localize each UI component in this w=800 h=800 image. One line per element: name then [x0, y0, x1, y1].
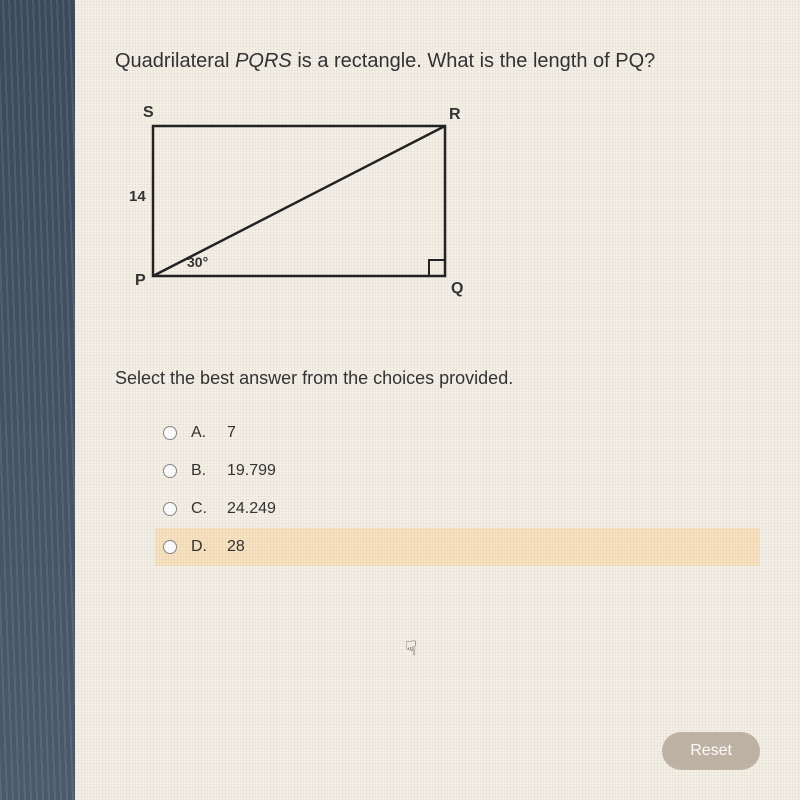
question-suffix: is a rectangle. What is the length of PQ… [297, 50, 655, 72]
reset-button[interactable]: Reset [662, 732, 760, 770]
option-a[interactable]: A. 7 [155, 414, 760, 452]
instruction-text: Select the best answer from the choices … [115, 368, 760, 389]
option-letter: B. [191, 462, 209, 480]
question-italic: PQRS [235, 50, 297, 72]
question-prefix: Quadrilateral [115, 50, 235, 72]
radio-icon[interactable] [163, 540, 177, 554]
pointer-cursor-icon: ☟ [405, 636, 417, 661]
option-value: 28 [227, 538, 245, 556]
radio-icon[interactable] [163, 426, 177, 440]
side-sp-length: 14 [129, 188, 146, 205]
option-d[interactable]: D. 28 [155, 528, 760, 566]
device-frame: Quadrilateral PQRS is a rectangle. What … [0, 0, 800, 800]
geometry-diagram: S R P Q 14 30° [125, 108, 465, 308]
option-letter: A. [191, 424, 209, 442]
option-letter: C. [191, 500, 209, 518]
screen-edge-pattern [0, 0, 75, 800]
option-b[interactable]: B. 19.799 [155, 452, 760, 490]
option-value: 7 [227, 424, 236, 442]
angle-rpq: 30° [187, 254, 208, 270]
rectangle-svg [125, 108, 465, 308]
option-value: 24.249 [227, 500, 276, 518]
option-letter: D. [191, 538, 209, 556]
vertex-s: S [143, 104, 154, 122]
radio-icon[interactable] [163, 502, 177, 516]
vertex-r: R [449, 106, 461, 124]
vertex-p: P [135, 272, 146, 290]
option-c[interactable]: C. 24.249 [155, 490, 760, 528]
question-text: Quadrilateral PQRS is a rectangle. What … [115, 50, 760, 73]
vertex-q: Q [451, 280, 463, 298]
option-value: 19.799 [227, 462, 276, 480]
radio-icon[interactable] [163, 464, 177, 478]
answer-options: A. 7 B. 19.799 C. 24.249 D. 28 [155, 414, 760, 566]
quiz-content: Quadrilateral PQRS is a rectangle. What … [75, 0, 800, 800]
